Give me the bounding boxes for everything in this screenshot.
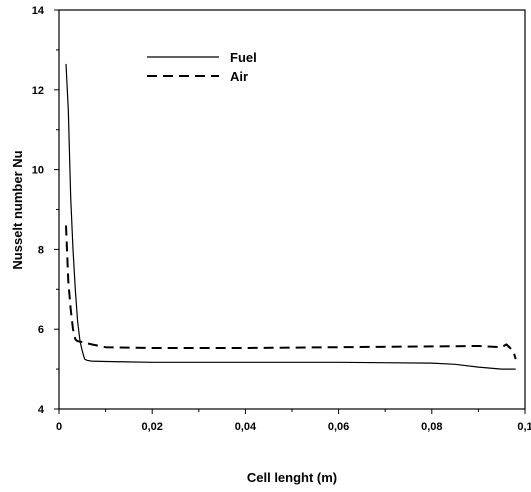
x-tick-label: 0 [56, 421, 62, 433]
legend: Fuel Air [147, 50, 257, 84]
plot-frame [58, 9, 526, 410]
y-tick-label: 4 [38, 404, 45, 416]
x-axis: 0 0,02 0,04 0,06 0,08 0,1 [56, 409, 531, 433]
y-axis-title: Nusselt number Nu [10, 150, 25, 269]
series-line-air [65, 225, 517, 360]
x-tick-label: 0,04 [235, 421, 257, 433]
y-tick-label: 10 [32, 165, 44, 177]
legend-label-air: Air [230, 69, 248, 84]
y-tick-label: 6 [38, 324, 44, 336]
y-tick-label: 12 [32, 85, 44, 97]
x-tick-label: 0,08 [421, 421, 442, 433]
y-axis: 4 6 8 10 12 14 [32, 5, 59, 416]
x-tick-label: 0,06 [328, 421, 349, 433]
series-line-fuel [65, 63, 516, 370]
x-tick-label: 0,02 [141, 421, 162, 433]
y-tick-label: 8 [38, 244, 44, 256]
series-layer [65, 63, 517, 370]
legend-label-fuel: Fuel [230, 50, 257, 65]
x-axis-title: Cell lenght (m) [247, 470, 337, 485]
x-tick-label: 0,1 [517, 421, 531, 433]
y-tick-label: 14 [32, 5, 45, 17]
